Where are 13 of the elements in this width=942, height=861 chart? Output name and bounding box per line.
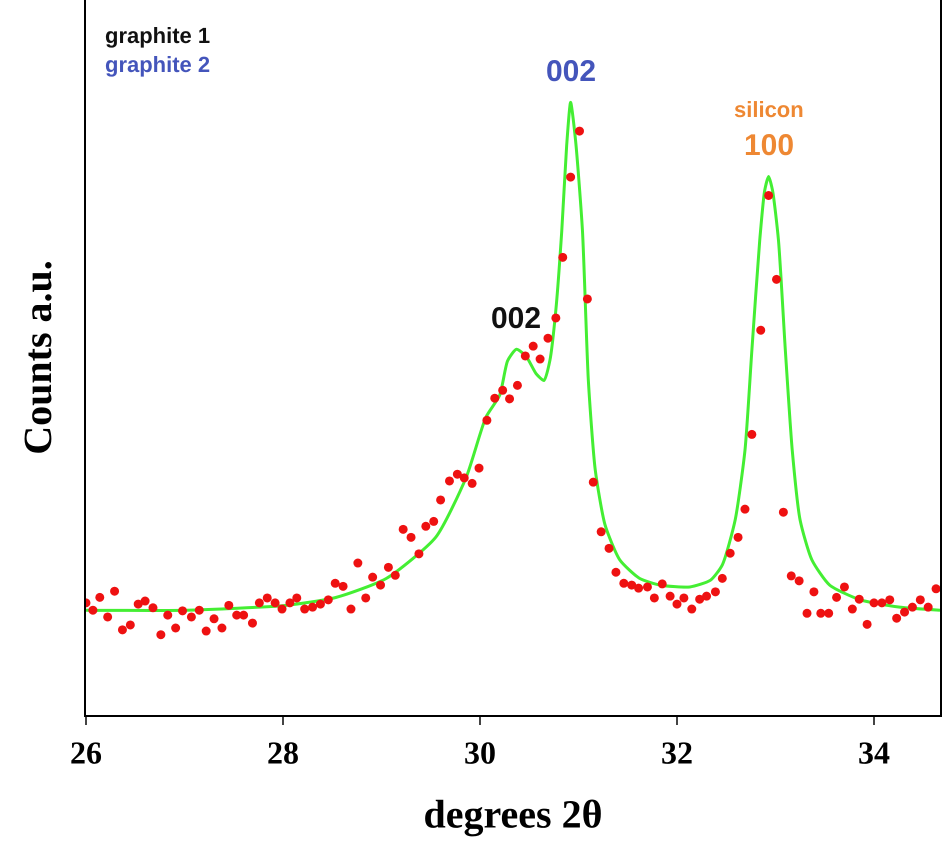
x-tick-label: 30: [464, 734, 496, 770]
annotation: silicon: [734, 97, 804, 122]
x-axis-title: degrees 2θ: [424, 791, 602, 836]
x-tick-label: 32: [661, 734, 693, 770]
y-axis-title: Counts a.u.: [15, 260, 60, 455]
x-tick-label: 34: [858, 734, 890, 770]
annotation: 100: [744, 129, 794, 162]
x-tick-label: 26: [70, 734, 102, 770]
annotation: 002: [491, 302, 542, 335]
text: graphite 1: [105, 23, 210, 48]
text: graphite 2: [105, 52, 210, 77]
annotation: 002: [546, 55, 596, 88]
x-tick-label: 28: [267, 734, 299, 770]
